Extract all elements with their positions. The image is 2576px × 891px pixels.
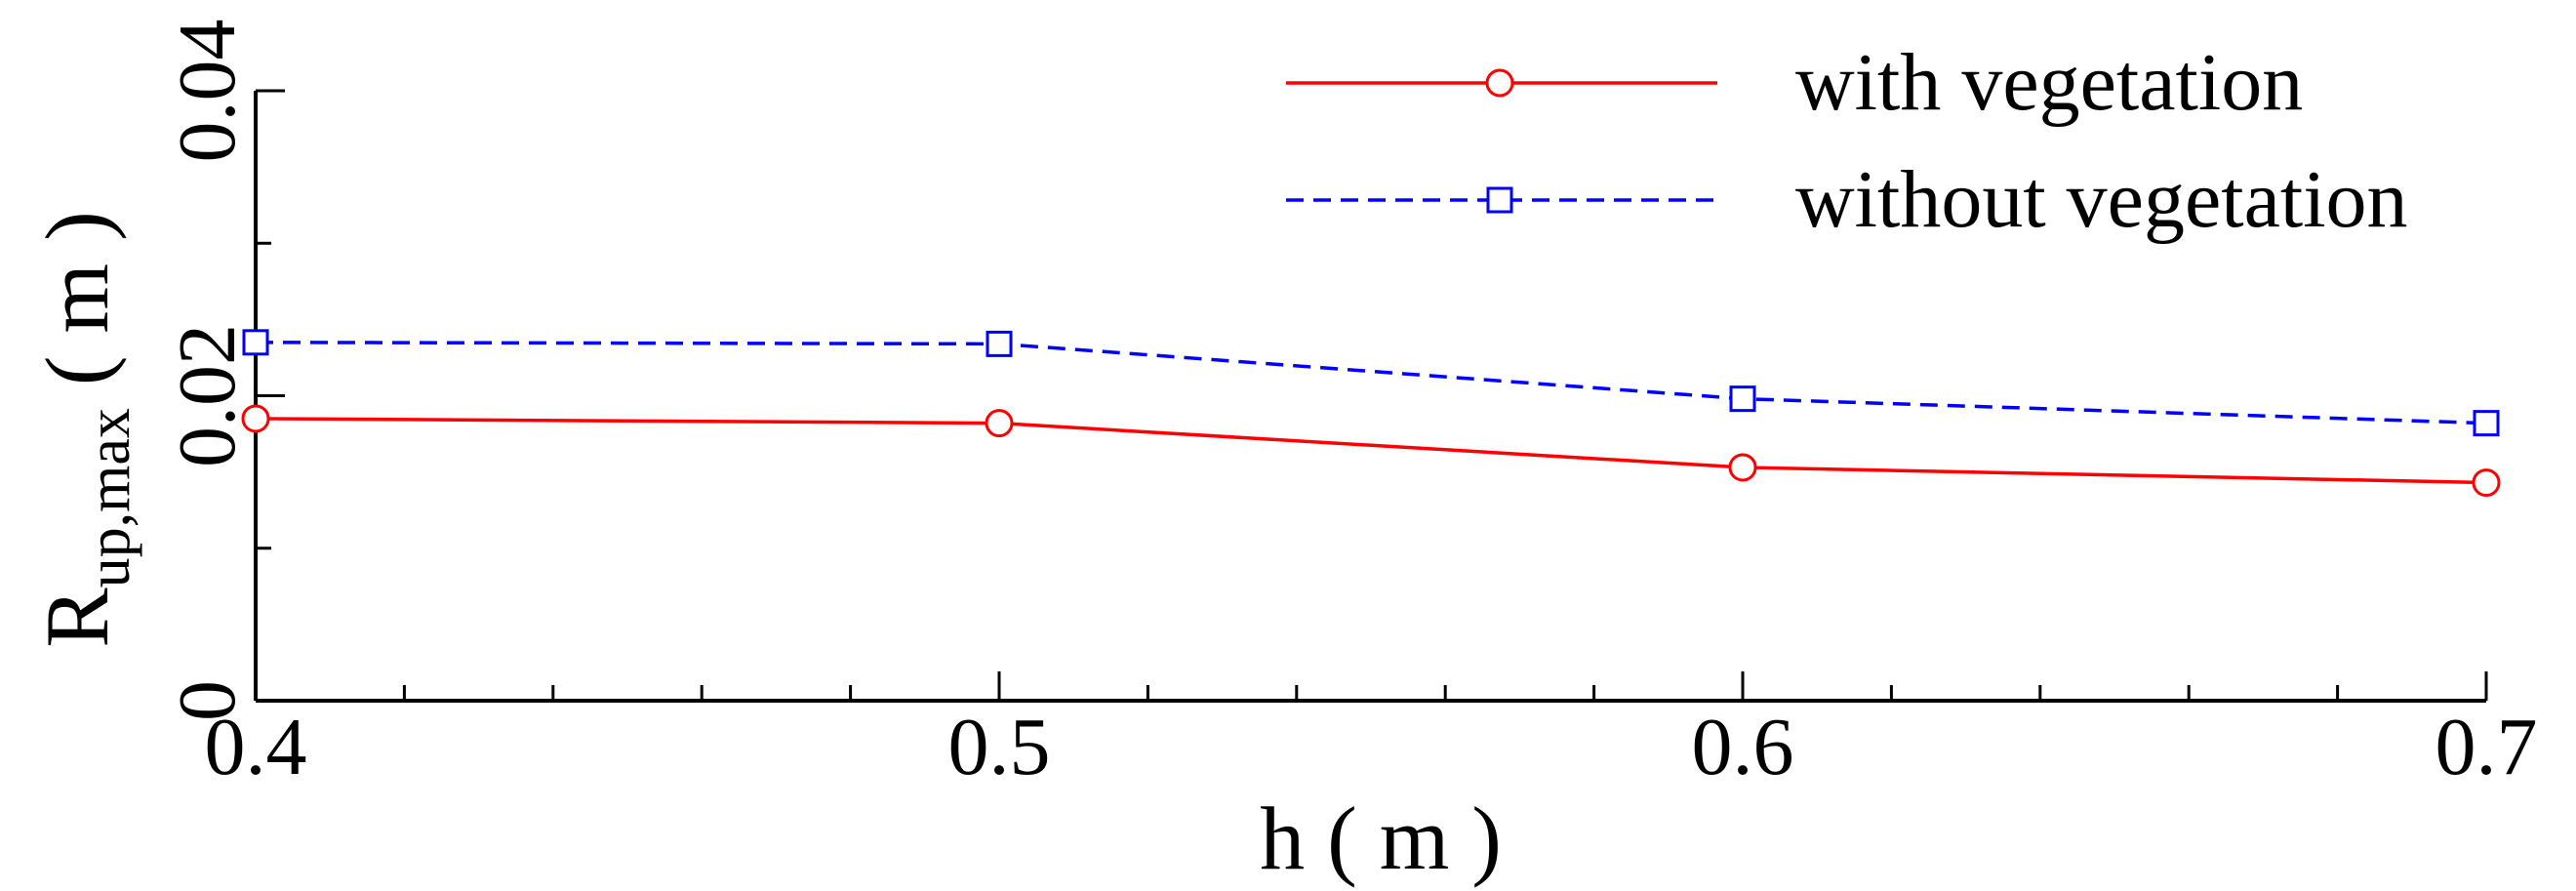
- legend-marker: [1486, 186, 1513, 214]
- data-point: [2473, 410, 2500, 437]
- data-point: [985, 409, 1014, 438]
- data-point: [986, 330, 1013, 357]
- y-tick-label: 0.02: [162, 324, 253, 467]
- data-point: [241, 404, 270, 433]
- series-line: [255, 341, 2487, 425]
- series-line: [255, 417, 2487, 485]
- y-axis-title: Rup,max ( m ): [27, 211, 142, 647]
- legend-item: with vegetation: [1286, 37, 2303, 128]
- x-tick-label: 0.4: [205, 702, 307, 792]
- legend: with vegetation without vegetation: [1286, 37, 2408, 245]
- data-point: [242, 329, 269, 356]
- x-tick-label: 0.5: [948, 702, 1051, 792]
- data-point: [1728, 453, 1757, 482]
- series-layer: [241, 329, 2501, 498]
- legend-item: without vegetation: [1286, 154, 2408, 245]
- y-tick-label: 0.04: [162, 20, 253, 163]
- series-without-vegetation: [242, 329, 2500, 437]
- y-axis-title-main: R: [27, 587, 127, 648]
- legend-marker: [1485, 68, 1514, 98]
- data-point: [2472, 468, 2501, 498]
- y-axis-ticks: 0 0.02 0.04: [162, 20, 285, 721]
- svg-text:Rup,max ( m ): Rup,max ( m ): [27, 211, 142, 647]
- legend-label: without vegetation: [1795, 154, 2408, 245]
- legend-label: with vegetation: [1795, 37, 2303, 128]
- x-tick-label: 0.6: [1692, 702, 1794, 792]
- data-point: [1729, 385, 1756, 413]
- y-axis-title-unit: ( m ): [27, 211, 127, 408]
- x-tick-label: 0.7: [2435, 702, 2538, 792]
- series-with-vegetation: [241, 404, 2501, 498]
- x-axis-ticks: 0.4 0.5 0.6 0.7: [205, 671, 2538, 792]
- y-axis-title-subscript: up,max: [76, 408, 142, 587]
- x-axis-title: h ( m ): [1260, 789, 1502, 888]
- y-tick-label: 0: [162, 680, 253, 721]
